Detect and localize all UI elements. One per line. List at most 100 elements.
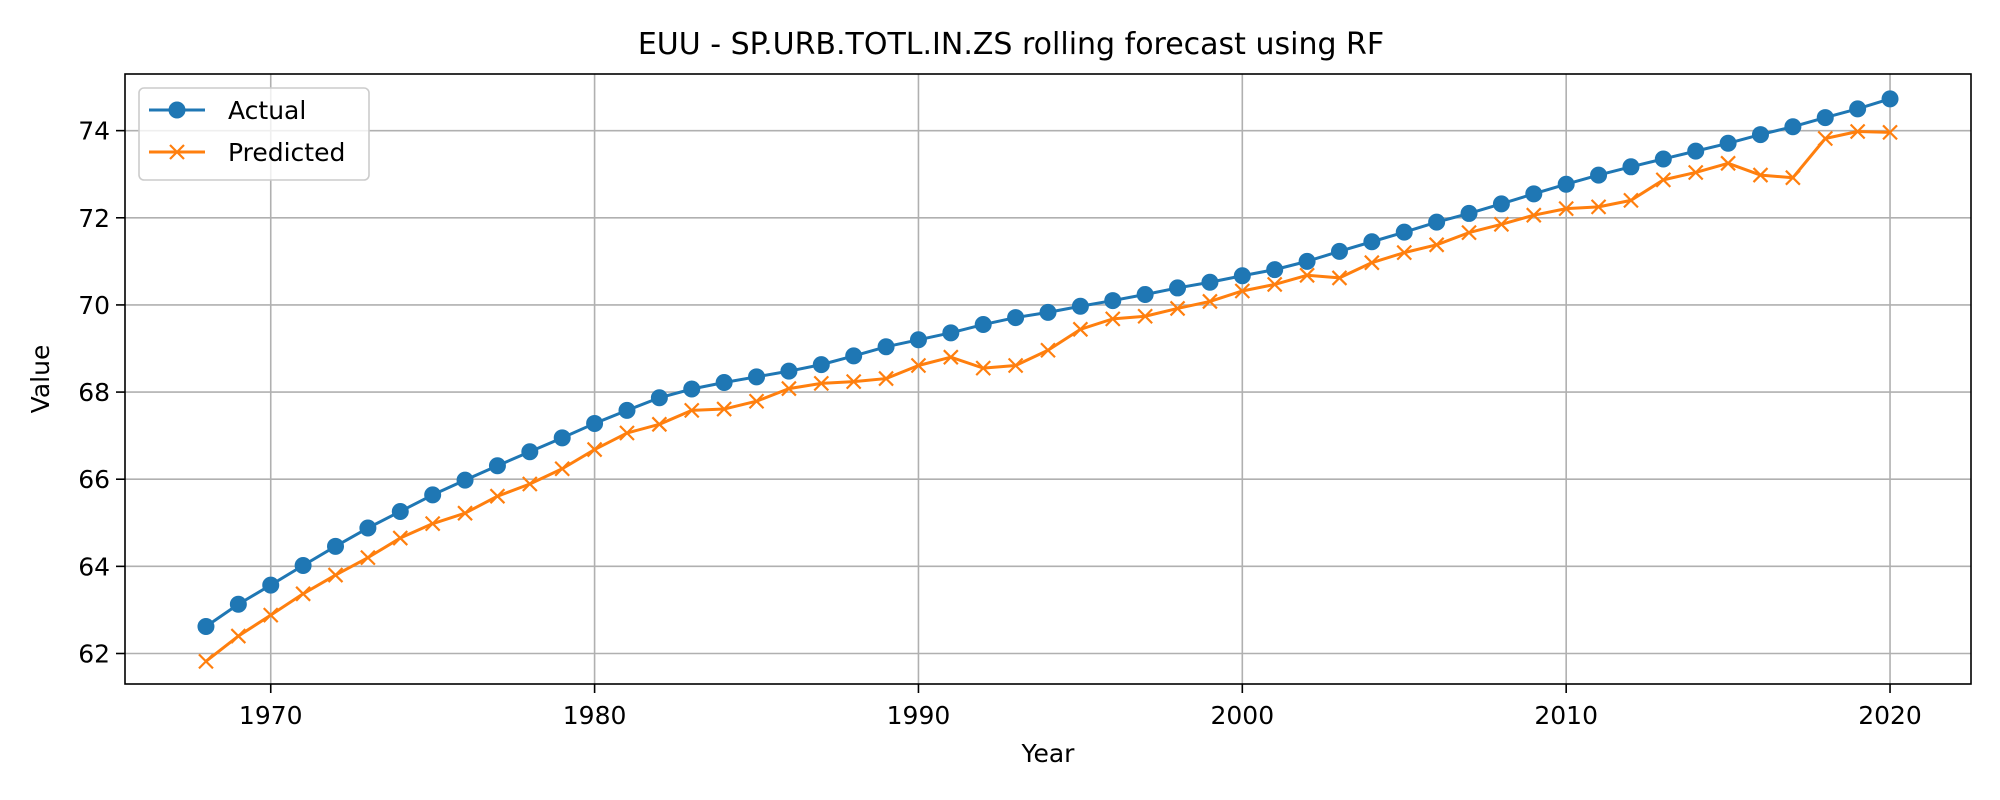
actual-point [1590,166,1608,184]
x-tick-label: 1970 [239,701,303,730]
predicted-point [1493,216,1510,233]
predicted-point [262,607,279,623]
predicted-point [748,393,765,409]
predicted-point [198,653,214,670]
actual-point [229,595,247,613]
predicted-point [457,505,473,521]
actual-point [1719,134,1737,152]
actual-point [1169,279,1187,297]
predicted-point [1007,357,1024,374]
predicted-point [910,357,927,374]
predicted-point [1687,164,1704,181]
y-tick-label: 70 [78,291,110,320]
predicted-point [975,360,992,376]
actual-point [1622,158,1640,176]
predicted-point [554,460,570,477]
actual-point [780,362,798,380]
predicted-point [1169,300,1186,317]
predicted-point [1364,254,1380,271]
predicted-point [1558,200,1574,217]
actual-point [942,324,960,342]
y-tick-label: 72 [78,204,110,233]
actual-point [1751,126,1769,144]
predicted-point [1299,267,1315,284]
x-tick-label: 2020 [1858,701,1922,730]
actual-point [715,373,733,391]
actual-point [618,401,636,419]
predicted-point [1655,172,1672,188]
actual-point [1266,261,1284,279]
x-tick-label: 2010 [1534,701,1598,730]
actual-point [1071,297,1089,315]
x-axis-label: Year [1021,739,1076,768]
actual-point [845,347,863,365]
plot-frame [124,73,1972,685]
predicted-point [943,349,959,365]
predicted-point [424,515,441,532]
predicted-point [1623,192,1639,209]
legend-actual-marker [168,101,186,119]
actual-point [1007,309,1025,327]
actual-point [650,389,668,407]
legend-predicted-marker [169,144,185,160]
predicted-point [1720,155,1736,172]
x-tick-label: 2000 [1211,701,1275,730]
predicted-point [1590,199,1607,215]
predicted-point [1882,124,1898,141]
predicted-point [1526,207,1542,223]
actual-point [1687,142,1705,160]
predicted-point [1040,342,1056,359]
y-tick-label: 66 [78,465,110,494]
actual-point [294,556,312,574]
predicted-point [781,380,797,397]
actual-point [262,576,280,594]
predicted-point [1428,237,1445,253]
predicted-point [522,476,538,492]
actual-point [456,471,474,489]
predicted-point [619,425,635,441]
actual-point [877,338,895,356]
y-axis-label: Value [26,345,55,414]
predicted-point [1202,293,1218,310]
predicted-point [813,375,830,392]
predicted-point [683,402,700,419]
actual-point [1816,109,1834,127]
predicted-point [1817,130,1834,147]
predicted-point [1104,311,1121,327]
actual-point [391,502,409,520]
predicted-point [1234,283,1251,299]
actual-point [1136,285,1154,303]
predicted-point [1785,169,1801,186]
predicted-point [295,586,311,602]
actual-point [1557,175,1575,193]
actual-point [1363,233,1381,251]
predicted-point [489,488,506,504]
predicted-point [1331,270,1348,286]
predicted-point [1849,123,1866,140]
y-tick-label: 64 [78,552,110,581]
actual-point [424,486,442,504]
predicted-point [716,401,732,417]
predicted-point [845,373,862,390]
ticks: 1970 1980 1990 2000 2010 2020 62 64 66 68 70 72 74 [78,117,1922,730]
actual-point [1201,273,1219,291]
actual-point [1395,223,1413,241]
actual-point [553,429,571,447]
actual-point [1654,150,1672,168]
y-tick-label: 68 [78,378,110,407]
predicted-point [878,370,894,387]
predicted-point [651,416,668,433]
actual-point [812,356,830,374]
predicted-point [586,441,603,458]
actual-point [488,457,506,475]
predicted-point [392,530,409,546]
actual-point [586,414,604,432]
predicted-point [360,549,376,566]
actual-point [1784,118,1802,136]
actual-point [359,519,377,537]
predicted-point [1396,244,1413,261]
series-layer [197,90,1899,670]
predicted-series [198,123,1898,670]
actual-point [1492,195,1510,213]
